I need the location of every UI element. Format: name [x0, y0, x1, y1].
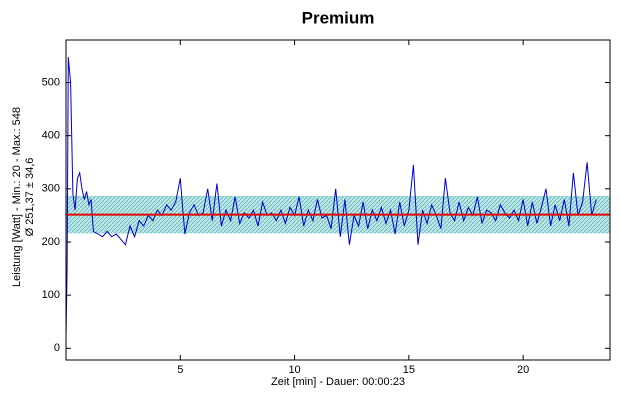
- y-tick-label: 500: [42, 76, 60, 88]
- y-tick-label: 200: [42, 236, 60, 248]
- chart-title: Premium: [302, 8, 375, 27]
- x-tick-label: 20: [517, 364, 529, 376]
- x-tick-label: 5: [177, 364, 183, 376]
- x-tick-label: 15: [403, 364, 415, 376]
- y-axis-label: Ø 251,37 ± 34,6: [24, 158, 36, 237]
- y-tick-label: 0: [54, 342, 60, 354]
- plot-frame: [65, 39, 611, 361]
- data-line: [65, 56, 597, 338]
- y-tick-label: 300: [42, 183, 60, 195]
- x-axis-label: Zeit [min] - Dauer: 00:00:23: [271, 376, 405, 388]
- y-tick-label: 400: [42, 130, 60, 142]
- y-axis-label: Leistung [Watt] - Min.: 20 - Max.: 548: [11, 107, 23, 287]
- y-tick-label: 100: [42, 289, 60, 301]
- x-tick-label: 10: [288, 364, 300, 376]
